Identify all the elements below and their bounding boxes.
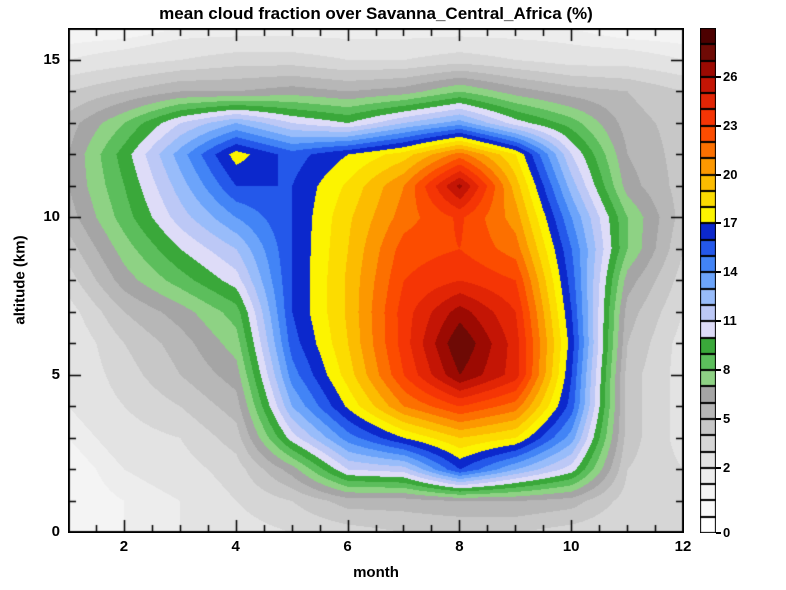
x-axis-label: month	[353, 564, 399, 581]
colorbar-tick-label: 26	[723, 68, 738, 84]
x-tick-label: 6	[343, 538, 352, 555]
colorbar-tick-mark	[716, 173, 721, 176]
colorbar-tick-label: 23	[723, 117, 738, 133]
colorbar-tick-mark	[716, 369, 721, 372]
colorbar-tick-label: 2	[723, 459, 731, 475]
colorbar-tick-mark	[716, 222, 721, 225]
y-axis-label: altitude (km)	[11, 235, 29, 325]
colorbar-tick-mark	[716, 75, 721, 78]
colorbar-tick-label: 5	[723, 410, 731, 426]
colorbar-tick-label: 17	[723, 215, 738, 231]
x-tick-label: 8	[455, 538, 464, 555]
y-tick-label: 15	[43, 50, 60, 68]
y-tick-label: 10	[43, 208, 60, 225]
colorbar-tick-mark	[716, 417, 721, 420]
x-tick-label: 4	[231, 538, 240, 555]
colorbar-tick-mark	[716, 532, 721, 534]
y-tick-label: 5	[51, 365, 60, 383]
chart-title: mean cloud fraction over Savanna_Central…	[159, 4, 593, 23]
colorbar-canvas	[700, 28, 716, 533]
colorbar-tick-mark	[716, 271, 721, 274]
colorbar-tick-label: 14	[723, 264, 738, 280]
y-tick-label: 0	[51, 523, 60, 540]
colorbar-tick-label: 8	[723, 362, 731, 378]
x-tick-label: 12	[674, 538, 692, 555]
colorbar-tick-label: 20	[723, 166, 738, 182]
colorbar-tick-label: 11	[723, 313, 737, 329]
colorbar-tick-mark	[716, 466, 721, 469]
colorbar-tick-label: 0	[723, 525, 731, 540]
x-tick-label: 2	[119, 538, 129, 555]
x-tick-label: 10	[562, 538, 580, 555]
colorbar-tick-mark	[716, 124, 721, 127]
contour-plot-canvas	[68, 28, 684, 533]
colorbar-tick-mark	[716, 320, 721, 323]
